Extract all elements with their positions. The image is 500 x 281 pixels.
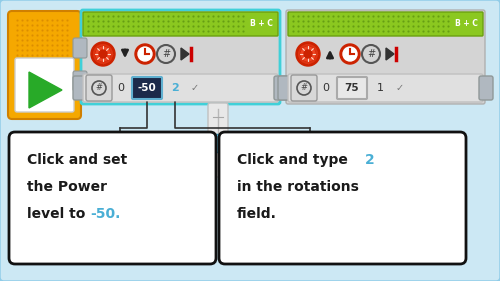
Circle shape bbox=[304, 50, 312, 58]
Text: in the rotations: in the rotations bbox=[237, 180, 359, 194]
FancyBboxPatch shape bbox=[288, 12, 483, 36]
Text: #: # bbox=[96, 83, 102, 92]
FancyBboxPatch shape bbox=[210, 135, 226, 153]
FancyBboxPatch shape bbox=[479, 76, 493, 100]
Text: 75: 75 bbox=[344, 83, 360, 93]
Text: 2: 2 bbox=[365, 153, 375, 167]
FancyBboxPatch shape bbox=[73, 71, 87, 91]
Circle shape bbox=[138, 47, 152, 61]
Text: 0: 0 bbox=[118, 83, 124, 93]
Circle shape bbox=[135, 44, 155, 64]
FancyBboxPatch shape bbox=[73, 38, 87, 58]
FancyBboxPatch shape bbox=[286, 10, 485, 104]
Circle shape bbox=[340, 44, 360, 64]
Text: Click and type: Click and type bbox=[237, 153, 353, 167]
Text: -50.: -50. bbox=[90, 207, 120, 221]
FancyBboxPatch shape bbox=[291, 75, 317, 101]
Polygon shape bbox=[29, 72, 62, 108]
Circle shape bbox=[301, 47, 315, 61]
FancyBboxPatch shape bbox=[132, 77, 162, 99]
FancyBboxPatch shape bbox=[8, 11, 81, 119]
Polygon shape bbox=[181, 48, 189, 60]
Text: 1: 1 bbox=[376, 83, 384, 93]
Circle shape bbox=[91, 42, 115, 66]
Text: B + C: B + C bbox=[455, 19, 478, 28]
Text: 0: 0 bbox=[322, 83, 330, 93]
FancyBboxPatch shape bbox=[73, 76, 87, 100]
FancyBboxPatch shape bbox=[208, 103, 228, 177]
FancyBboxPatch shape bbox=[9, 132, 216, 264]
FancyBboxPatch shape bbox=[288, 74, 483, 102]
Text: -50: -50 bbox=[138, 83, 156, 93]
Circle shape bbox=[99, 50, 107, 58]
Text: ✓: ✓ bbox=[396, 83, 404, 93]
FancyBboxPatch shape bbox=[219, 132, 466, 264]
Text: field.: field. bbox=[237, 207, 277, 221]
Polygon shape bbox=[386, 48, 394, 60]
Circle shape bbox=[296, 42, 320, 66]
Text: level to: level to bbox=[27, 207, 90, 221]
Text: 2: 2 bbox=[171, 83, 179, 93]
FancyBboxPatch shape bbox=[81, 10, 280, 104]
FancyBboxPatch shape bbox=[278, 76, 292, 100]
Circle shape bbox=[343, 47, 357, 61]
Text: Click and set: Click and set bbox=[27, 153, 127, 167]
FancyBboxPatch shape bbox=[274, 76, 288, 100]
Text: #: # bbox=[367, 49, 375, 59]
Text: #: # bbox=[162, 49, 170, 59]
Text: B + C: B + C bbox=[250, 19, 273, 28]
Text: the Power: the Power bbox=[27, 180, 107, 194]
Circle shape bbox=[96, 47, 110, 61]
Text: ✓: ✓ bbox=[191, 83, 199, 93]
FancyBboxPatch shape bbox=[337, 77, 367, 99]
FancyBboxPatch shape bbox=[86, 75, 112, 101]
FancyBboxPatch shape bbox=[83, 12, 278, 36]
Text: #: # bbox=[300, 83, 308, 92]
FancyBboxPatch shape bbox=[15, 58, 74, 112]
FancyBboxPatch shape bbox=[83, 74, 278, 102]
